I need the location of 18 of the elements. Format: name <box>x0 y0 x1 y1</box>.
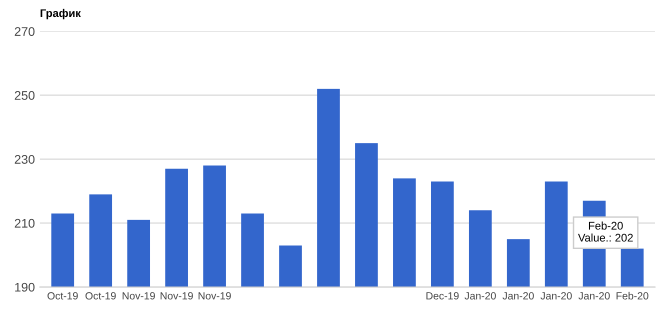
x-tick-label: Feb-20 <box>616 292 648 300</box>
x-tick-label: Nov-19 <box>160 292 193 300</box>
x-tick-label: Dec-19 <box>426 292 459 300</box>
x-tick-label: Jan-20 <box>578 292 610 300</box>
x-tick-label: Jan-20 <box>502 292 534 300</box>
annotation: Feb-20 Value.: 202 <box>578 222 633 242</box>
y-tick-label: 270 <box>14 27 35 36</box>
x-tick-label: Nov-19 <box>122 292 155 300</box>
x-tick-label: Oct-19 <box>48 292 78 300</box>
x-tick-label: Jan-20 <box>540 292 572 300</box>
y-tick-label: 250 <box>14 91 35 100</box>
x-tick-label: Oct-19 <box>86 292 116 300</box>
y-tick-label: 230 <box>14 154 35 164</box>
x-tick-label: Jan-20 <box>464 292 496 300</box>
x-tick-label: Nov-19 <box>198 292 231 300</box>
y-tick-label: 190 <box>15 282 35 292</box>
y-tick-label: 210 <box>14 218 35 228</box>
chart-title: График <box>40 8 81 20</box>
